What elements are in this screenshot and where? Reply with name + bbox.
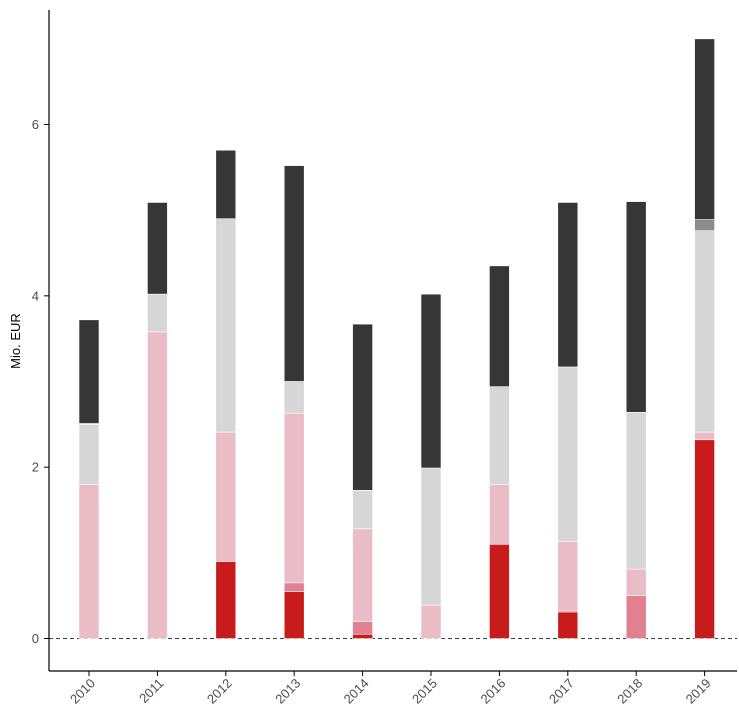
y-tick-label: 2 [32,460,39,475]
bar-segment-2012-layer-4 [215,218,237,433]
x-tick-label: 2014 [341,676,372,707]
x-tick-label: 2016 [477,676,508,707]
bar-segment-2012-layer-6 [215,149,237,220]
x-tick-label: 2013 [272,676,303,707]
bar-segment-2011-layer-6 [147,202,168,295]
bar-segment-2013-layer-1 [283,591,305,639]
bar-segment-2016-layer-3 [489,483,510,545]
bar-segment-2013-layer-3 [283,412,305,584]
bar-segment-2013-layer-2 [283,582,305,592]
y-tick-label: 6 [32,117,39,132]
bar-segment-2018-layer-2 [625,595,647,639]
bar-segment-2011-layer-3 [147,331,168,639]
bar-segment-2018-layer-4 [625,412,647,570]
bar-segment-2017-layer-3 [557,541,579,611]
x-tick-label: 2019 [683,676,714,707]
bar-segment-2019-layer-6 [694,38,715,220]
bar-segment-2014-layer-2 [352,621,373,635]
x-axis-ticks: 2010 2011 2012 2013 2014 2015 2016 2017 2018 2019 [67,671,714,707]
y-axis-title: Mio. EUR [8,313,23,369]
bar-segment-2013-layer-4 [283,381,305,414]
bar-segment-2014-layer-6 [352,323,373,491]
y-tick-label: 4 [32,288,39,303]
x-tick-label: 2012 [204,676,235,707]
bar-segment-2014-layer-3 [352,528,373,622]
bar-segment-2014-layer-4 [352,489,373,530]
bar-segment-2010-layer-3 [78,483,100,639]
bar-segment-2016-layer-6 [489,265,510,387]
bar-segment-2017-layer-6 [557,202,579,368]
x-tick-label: 2018 [614,676,645,707]
x-tick-label: 2017 [546,676,577,707]
bar-segment-2014-layer-1 [352,633,373,639]
bar-segment-2015-layer-3 [420,604,442,639]
bar-segment-2012-layer-1 [215,561,237,639]
x-tick-label: 2011 [136,676,166,706]
bar-segment-2019-layer-4 [694,230,715,433]
bar-segment-2015-layer-4 [420,467,442,606]
bar-segment-2018-layer-6 [625,201,647,413]
bar-segment-2010-layer-6 [78,319,100,424]
bar-segment-2017-layer-1 [557,611,579,639]
y-tick-label: 0 [32,631,39,646]
x-tick-label: 2015 [409,676,440,707]
bar-segment-2019-layer-1 [694,439,715,639]
bar-segment-2012-layer-3 [215,431,237,562]
x-tick-label: 2010 [67,676,98,707]
bar-segment-2016-layer-4 [489,386,510,485]
bar-segment-2015-layer-6 [420,293,442,469]
bars-group [78,38,715,639]
bar-segment-2019-layer-5 [694,219,715,232]
bar-segment-2013-layer-6 [283,165,305,382]
bar-segment-2010-layer-4 [78,424,100,485]
bar-segment-2017-layer-4 [557,366,579,542]
bar-segment-2019-layer-3 [694,431,715,441]
y-axis-ticks: 0 2 4 6 [32,117,49,646]
bar-segment-2011-layer-4 [147,293,168,333]
bar-segment-2016-layer-1 [489,543,510,639]
bar-segment-2018-layer-3 [625,568,647,596]
